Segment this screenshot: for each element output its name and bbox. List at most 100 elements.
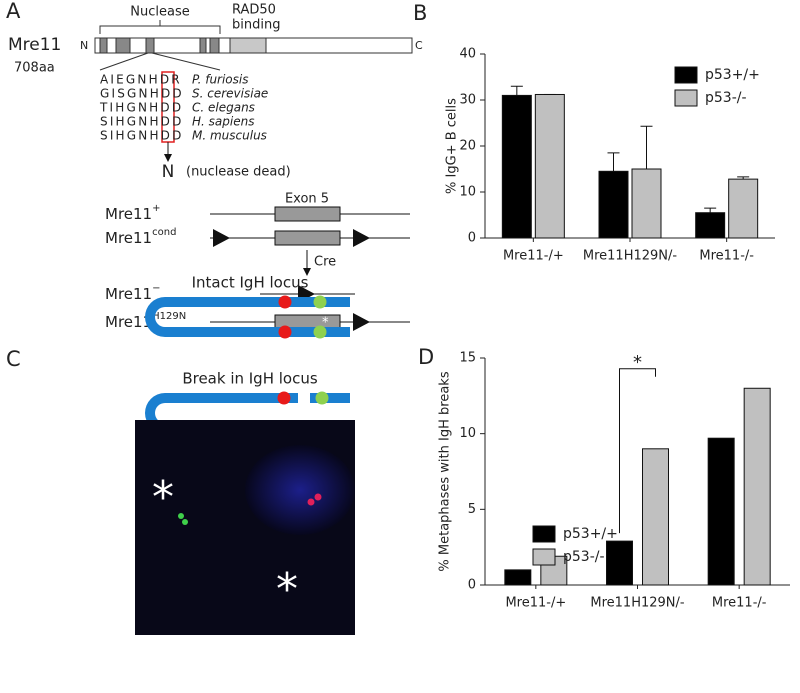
rad50-domain bbox=[229, 37, 267, 54]
probe-red bbox=[277, 391, 291, 405]
allele-base: Mre11 bbox=[105, 285, 152, 303]
y-axis-label: % IgG+ B cells bbox=[445, 98, 460, 194]
species: P. furiosis bbox=[192, 73, 249, 87]
legend-label: p53-/- bbox=[705, 90, 747, 106]
bar bbox=[598, 170, 629, 239]
nuclease-label: Nuclease bbox=[130, 5, 189, 20]
allele-sup: cond bbox=[152, 227, 176, 238]
rad50-label: binding bbox=[232, 18, 280, 33]
allele-base: Mre11 bbox=[105, 313, 152, 331]
allele-sup: H129N bbox=[152, 311, 186, 322]
probe-red bbox=[278, 295, 292, 309]
panel-a: Mre11 N 708aa C Nuclease RAD50 binding A… bbox=[8, 3, 423, 331]
c-terminus: C bbox=[415, 39, 423, 52]
intact-label: Intact IgH locus bbox=[192, 274, 309, 292]
micrograph-mark: * bbox=[276, 564, 298, 615]
mutation-note: (nuclease dead) bbox=[186, 165, 291, 180]
error-bar bbox=[704, 207, 717, 213]
micrograph-mark: * bbox=[152, 472, 174, 523]
legend-swatch bbox=[532, 525, 556, 543]
exon-label: Exon 5 bbox=[285, 192, 329, 207]
rad50-label: RAD50 bbox=[232, 3, 276, 18]
bar bbox=[695, 212, 726, 239]
domain bbox=[209, 37, 220, 54]
arrow-head bbox=[303, 268, 311, 276]
protein-length: 708aa bbox=[14, 61, 55, 76]
allele-label: Mre11cond bbox=[105, 227, 176, 247]
allele-base: Mre11 bbox=[105, 205, 152, 223]
bar bbox=[728, 178, 759, 239]
sequence: TIHGNHDD bbox=[99, 101, 183, 115]
bar bbox=[707, 437, 735, 586]
signal bbox=[307, 498, 315, 506]
y-tick-label: 5 bbox=[468, 502, 476, 517]
panel-c: Intact IgH locus Break in IgH locus * * bbox=[135, 274, 355, 635]
domain bbox=[199, 37, 207, 54]
allele-sup: + bbox=[152, 203, 160, 214]
sequence: SIHGNHDD bbox=[100, 129, 184, 143]
error-bar bbox=[510, 85, 523, 96]
y-tick-label: 10 bbox=[459, 426, 476, 441]
mutation: N bbox=[162, 162, 175, 182]
panel-label: C bbox=[6, 347, 21, 371]
n-terminus: N bbox=[80, 39, 88, 52]
exon bbox=[274, 230, 341, 246]
domain bbox=[115, 37, 131, 54]
bar bbox=[642, 448, 669, 586]
domain bbox=[145, 37, 155, 54]
protein-name: Mre11 bbox=[8, 35, 61, 55]
species: M. musculus bbox=[192, 129, 267, 143]
panel-label: A bbox=[6, 0, 21, 23]
probe-green bbox=[313, 325, 327, 339]
arrow-head bbox=[164, 154, 172, 162]
y-tick-label: 0 bbox=[468, 231, 476, 246]
allele-label: Mre11H129N bbox=[105, 311, 186, 331]
legend-swatch bbox=[532, 548, 556, 566]
bar bbox=[501, 94, 532, 239]
sequence: AIEGNHDR bbox=[100, 73, 182, 87]
allele-label: Mre11− bbox=[105, 283, 161, 303]
chromosome-fragment bbox=[310, 393, 350, 403]
error-bar bbox=[607, 152, 620, 172]
x-tick-label: Mre11H129N/- bbox=[590, 596, 685, 611]
legend-swatch bbox=[674, 89, 698, 107]
bracket bbox=[99, 20, 221, 34]
break-label: Break in IgH locus bbox=[182, 370, 318, 388]
x-tick-label: Mre11-/- bbox=[699, 249, 754, 264]
y-tick-label: 40 bbox=[459, 47, 476, 62]
zoom-lines bbox=[99, 52, 221, 71]
nucleus bbox=[245, 445, 355, 535]
y-tick-label: 30 bbox=[459, 93, 476, 108]
bar bbox=[631, 168, 662, 239]
probe-red bbox=[278, 325, 292, 339]
legend-swatch bbox=[674, 66, 698, 84]
loxp bbox=[353, 313, 370, 331]
allele-base: Mre11 bbox=[105, 229, 152, 247]
y-tick-label: 15 bbox=[459, 351, 476, 366]
panel-label: B bbox=[413, 1, 427, 25]
species: C. elegans bbox=[192, 101, 255, 115]
probe-green bbox=[313, 295, 327, 309]
y-tick-label: 0 bbox=[468, 578, 476, 593]
probe-green bbox=[315, 391, 329, 405]
y-tick-label: 10 bbox=[459, 185, 476, 200]
legend-label: p53+/+ bbox=[563, 526, 618, 542]
significance-label: * bbox=[633, 352, 642, 373]
bar bbox=[504, 569, 532, 586]
error-bar bbox=[640, 125, 653, 169]
species: H. sapiens bbox=[192, 115, 254, 129]
error-bar bbox=[737, 176, 750, 180]
x-tick-label: Mre11-/- bbox=[712, 596, 767, 611]
allele-sup: − bbox=[152, 283, 160, 294]
sequence: SIHGNHDD bbox=[100, 115, 184, 129]
mutation-star: * bbox=[322, 316, 329, 331]
panel-label: D bbox=[418, 345, 434, 369]
x-tick-label: Mre11-/+ bbox=[505, 596, 566, 611]
signal bbox=[182, 519, 188, 525]
signal bbox=[178, 513, 184, 519]
legend-label: p53-/- bbox=[563, 549, 605, 565]
signal bbox=[314, 493, 322, 501]
bar bbox=[534, 93, 565, 239]
y-axis-label: % Metaphases with IgH breaks bbox=[438, 371, 453, 571]
